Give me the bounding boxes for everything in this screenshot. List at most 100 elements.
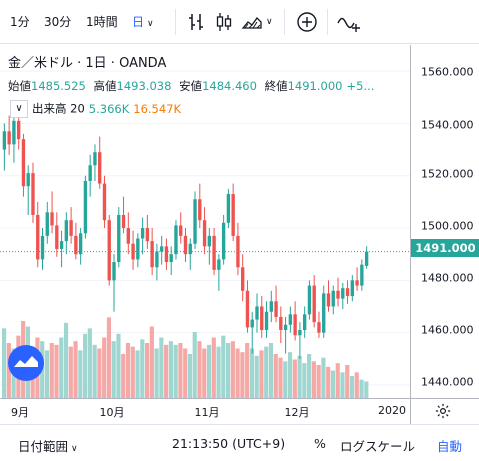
chart-style-chevron-icon[interactable]: ∨ xyxy=(266,17,273,27)
candle-body xyxy=(279,316,283,331)
volume-bar xyxy=(121,354,126,398)
interval-1h[interactable]: 1時間 xyxy=(86,15,118,29)
candle-body xyxy=(355,280,359,286)
volume-bar xyxy=(116,333,121,398)
volume-bar xyxy=(164,344,169,398)
volume-bar xyxy=(316,365,321,398)
candle-body xyxy=(293,314,297,336)
candle-body xyxy=(50,212,54,226)
top-toolbar: 1分 30分 1時間 日 ∨ ∨ xyxy=(0,0,479,44)
bar-style-icon[interactable] xyxy=(184,10,208,34)
indicators-icon[interactable] xyxy=(336,10,360,34)
candle-body xyxy=(264,311,269,331)
volume-bar xyxy=(302,363,307,398)
volume-bar xyxy=(102,337,107,398)
volume-bar xyxy=(364,381,369,398)
add-compare-icon[interactable] xyxy=(295,10,319,34)
percent-toggle[interactable]: % xyxy=(314,436,326,451)
candle-body xyxy=(31,173,35,215)
volume-bar xyxy=(249,348,255,398)
volume-bar xyxy=(230,341,235,398)
volume-bar xyxy=(226,343,231,398)
volume-bar xyxy=(264,346,269,398)
candle-body xyxy=(193,199,197,244)
volume-bar xyxy=(273,354,278,398)
price-tick: 1480.000 xyxy=(421,271,474,285)
price-axis[interactable]: 1560.000 1540.000 1520.000 1500.000 1480… xyxy=(410,45,479,398)
bottom-bar: 日付範囲 ∨ 21:13:50 (UTC+9) % ログスケール 自動 xyxy=(0,424,479,461)
chevron-down-icon: ∨ xyxy=(71,444,78,454)
toolbar-divider xyxy=(175,9,176,35)
interval-1d[interactable]: 日 ∨ xyxy=(132,11,154,33)
candle-body xyxy=(317,322,321,333)
candle-body xyxy=(255,306,259,320)
candle-body xyxy=(59,241,64,249)
interval-1m[interactable]: 1分 xyxy=(10,15,30,29)
volume-bar xyxy=(68,346,73,398)
candle-body xyxy=(322,293,326,333)
candle-body xyxy=(307,285,312,315)
price-tick: 1440.000 xyxy=(421,375,474,389)
interval-30m[interactable]: 30分 xyxy=(44,15,72,29)
candle-body xyxy=(226,194,231,223)
volume-bar xyxy=(221,335,226,398)
candle-body xyxy=(126,228,130,244)
log-scale-toggle[interactable]: ログスケール xyxy=(340,439,416,454)
high-value: 1493.038 xyxy=(116,79,172,93)
clock-display[interactable]: 21:13:50 (UTC+9) xyxy=(172,436,286,451)
time-axis[interactable]: 9月 10月 11月 12月 2020 xyxy=(0,398,410,424)
candle-body xyxy=(202,220,207,247)
gear-icon[interactable] xyxy=(434,402,452,420)
volume-bar xyxy=(259,350,264,398)
volume-bar xyxy=(311,361,316,398)
candle-body xyxy=(136,238,140,260)
chart-pane[interactable] xyxy=(0,45,410,398)
candle-body xyxy=(217,259,221,270)
open-value: 1485.525 xyxy=(31,79,86,93)
volume-bar xyxy=(278,357,283,398)
volume-bar xyxy=(287,352,293,398)
candle-body xyxy=(260,306,264,331)
candle-body xyxy=(169,254,173,263)
volume-bar xyxy=(168,341,173,398)
collapse-chevron-icon[interactable]: ∨ xyxy=(10,100,28,118)
volume-bar xyxy=(192,332,197,398)
volume-bar xyxy=(211,337,216,398)
logo-cloud-shape xyxy=(14,356,38,367)
candle-body xyxy=(102,183,107,221)
candlestick-chart xyxy=(0,70,410,398)
candle-body xyxy=(107,220,111,281)
candle-body xyxy=(350,280,355,297)
chevron-down-icon: ∨ xyxy=(147,19,154,29)
volume-bar xyxy=(125,343,131,398)
volume-bar xyxy=(135,350,140,398)
volume-bar xyxy=(245,343,250,398)
candle-body xyxy=(245,290,250,328)
volume-bar xyxy=(292,359,297,398)
volume-bar xyxy=(283,361,288,398)
candle-style-icon[interactable] xyxy=(212,10,236,34)
candle-body xyxy=(159,246,164,252)
candle-body xyxy=(174,225,178,255)
volume-bar xyxy=(63,322,69,398)
candle-body xyxy=(12,120,16,145)
volume-bar xyxy=(44,350,50,398)
candle-body xyxy=(188,243,192,255)
change-value: +5... xyxy=(346,79,375,93)
date-range-button[interactable]: 日付範囲 ∨ xyxy=(18,436,78,455)
area-style-icon[interactable] xyxy=(240,10,264,34)
candle-body xyxy=(298,330,302,336)
volume-bar xyxy=(197,341,202,398)
candle-body xyxy=(93,152,97,166)
volume-bar xyxy=(6,343,11,398)
price-tick: 1520.000 xyxy=(421,167,474,181)
volume-bar xyxy=(345,365,350,398)
candle-body xyxy=(7,131,11,145)
chart-legend: 金／米ドル · 1日 · OANDA 始値1485.525 高値1493.038… xyxy=(8,52,378,100)
candle-body xyxy=(312,285,316,323)
auto-scale-toggle[interactable]: 自動 xyxy=(437,439,463,454)
axis-corner xyxy=(410,398,479,424)
volume-bar xyxy=(254,355,259,398)
candle-body xyxy=(55,225,59,249)
volume-bar xyxy=(340,372,345,398)
